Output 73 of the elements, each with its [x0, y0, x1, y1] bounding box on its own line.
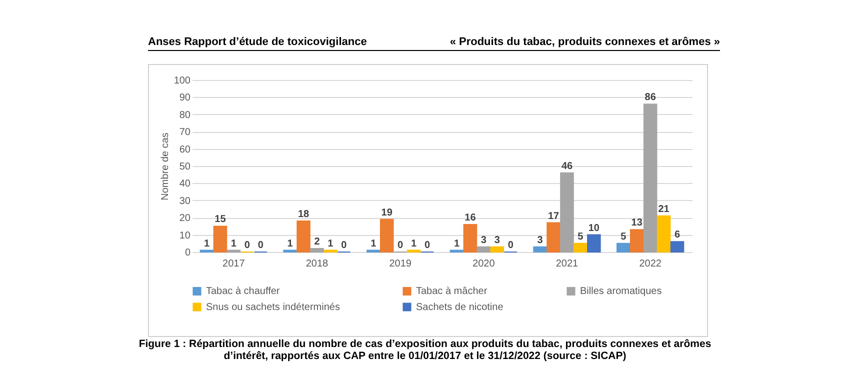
- data-label: 3: [537, 234, 544, 246]
- bar: [616, 242, 630, 252]
- data-label: 1: [370, 238, 377, 250]
- data-label: 2: [314, 236, 320, 248]
- x-tick-label: 2019: [389, 258, 412, 270]
- y-tick-label: 40: [179, 178, 191, 190]
- x-tick-label: 2020: [472, 258, 496, 270]
- bar: [630, 229, 644, 252]
- bar: [670, 241, 684, 252]
- data-label: 0: [508, 240, 514, 251]
- bar: [587, 234, 601, 252]
- bar: [546, 222, 560, 252]
- x-tick-label: 2018: [306, 258, 329, 270]
- data-label: 13: [631, 218, 643, 229]
- data-label: 1: [230, 238, 237, 250]
- data-label: 0: [258, 240, 264, 251]
- bar: [463, 224, 478, 252]
- y-tick-label: 80: [179, 110, 191, 121]
- text: « Produits du tabac, produits connexes et arômes »: [450, 36, 720, 48]
- text: Anses Rapport d’étude de toxicovigilance: [148, 36, 367, 48]
- bar: [643, 104, 658, 252]
- x-tick-label: 2021: [556, 258, 579, 270]
- y-tick-label: 100: [174, 76, 191, 86]
- data-label: 16: [464, 212, 476, 224]
- data-label: 46: [561, 160, 573, 172]
- bar: [296, 220, 310, 252]
- bar: [213, 226, 228, 252]
- data-label: 1: [454, 238, 460, 250]
- bar: [574, 242, 588, 252]
- y-tick-label: 10: [179, 230, 191, 242]
- data-label: 0: [398, 240, 404, 251]
- data-label: 19: [381, 207, 393, 218]
- data-label: 0: [424, 240, 430, 251]
- data-label: 17: [548, 210, 560, 222]
- data-label: 0: [341, 240, 348, 251]
- data-label: 5: [620, 231, 627, 242]
- data-label: 10: [588, 222, 600, 234]
- y-tick-label: 30: [179, 196, 191, 207]
- data-label: 3: [480, 234, 487, 246]
- data-label: 1: [204, 238, 210, 250]
- x-tick-label: 2017: [222, 258, 246, 270]
- y-tick-label: 90: [179, 92, 191, 104]
- bar: [560, 172, 574, 252]
- data-label: 5: [578, 231, 584, 242]
- y-tick-label: 0: [184, 248, 191, 258]
- legend-label: Tabac à chauffer: [206, 286, 280, 298]
- data-label: 0: [244, 240, 250, 251]
- y-tick-label: 20: [179, 213, 191, 224]
- caption: Figure 1 : Répartition annuelle du nombre de cas d’exposition aux produits du tabac, produits connexes et arômes d’intérêt, rapportés aux CAP entre le 01/01/2017 et le 31/12/2022 (source : SICAP): [138, 338, 712, 362]
- data-label: 18: [298, 209, 310, 220]
- legend-label: Snus ou sachets indéterminés: [206, 302, 340, 313]
- data-label: 15: [214, 214, 226, 226]
- bar: [656, 215, 671, 252]
- data-label: 1: [411, 238, 418, 250]
- y-axis-title: Nombre de cas: [160, 132, 171, 200]
- legend-label: Billes aromatiques: [580, 286, 662, 298]
- data-label: 6: [674, 230, 680, 241]
- data-label: 1: [328, 238, 334, 250]
- data-label: 86: [644, 92, 656, 104]
- bar: [380, 218, 394, 252]
- bar: [490, 246, 504, 252]
- y-tick-label: 50: [179, 162, 191, 172]
- y-tick-label: 70: [179, 127, 191, 138]
- bar: [476, 246, 491, 252]
- bar: [533, 246, 547, 252]
- legend-label: Tabac à mâcher: [416, 286, 488, 298]
- x-tick-label: 2022: [639, 258, 662, 270]
- data-label: 3: [494, 234, 500, 246]
- data-label: 1: [287, 238, 294, 250]
- bar: [310, 248, 324, 252]
- y-tick-label: 60: [179, 144, 191, 156]
- data-label: 21: [658, 204, 670, 215]
- legend-label: Sachets de nicotine: [416, 302, 504, 313]
